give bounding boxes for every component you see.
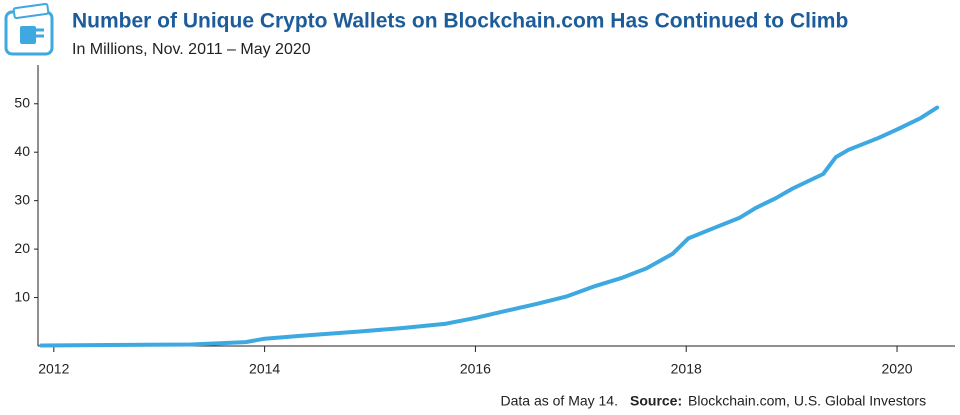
y-tick-label: 50 bbox=[14, 94, 30, 110]
note: Data as of May 14. bbox=[500, 393, 618, 409]
x-tick-label: 2020 bbox=[881, 361, 912, 377]
x-tick-label: 2016 bbox=[460, 361, 491, 377]
data-line bbox=[39, 105, 940, 348]
x-tick-label: 2018 bbox=[671, 361, 702, 377]
chart-title: Number of Unique Crypto Wallets on Block… bbox=[72, 10, 848, 33]
x-tick-label: 2014 bbox=[249, 361, 280, 377]
x-tick-label: 2012 bbox=[38, 361, 69, 377]
source-label: Source: bbox=[630, 393, 682, 409]
y-tick-label: 20 bbox=[14, 240, 30, 256]
y-tick-label: 40 bbox=[14, 143, 30, 159]
y-tick-label: 10 bbox=[14, 288, 30, 304]
logo-icon bbox=[4, 2, 54, 56]
y-tick-label: 30 bbox=[14, 191, 30, 207]
source: Blockchain.com, U.S. Global Investors bbox=[688, 393, 926, 409]
chart-subtitle: In Millions, Nov. 2011 – May 2020 bbox=[72, 41, 311, 58]
